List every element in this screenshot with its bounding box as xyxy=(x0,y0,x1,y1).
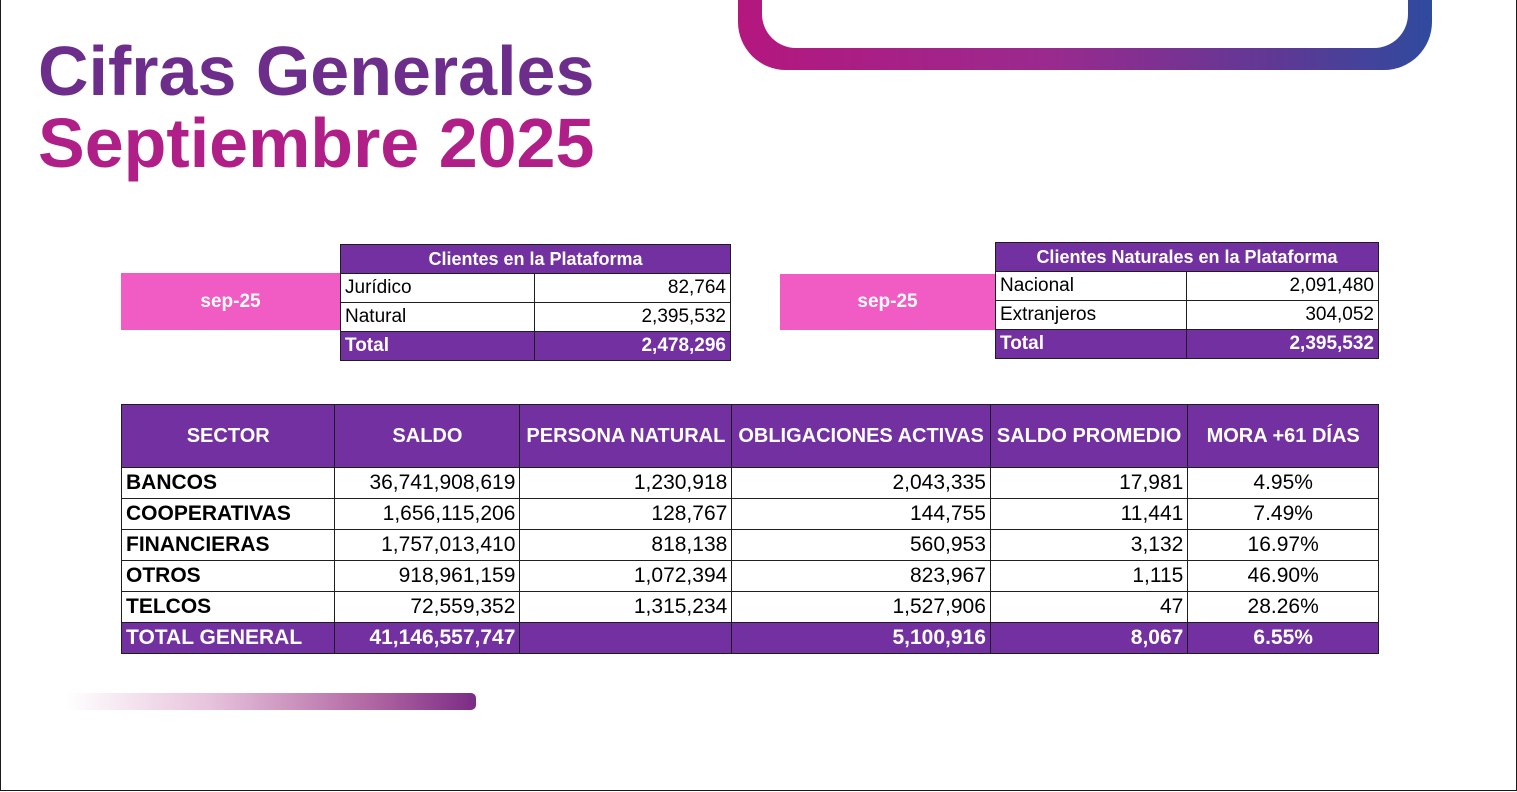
persona-natural-cell: 1,230,918 xyxy=(519,467,733,499)
column-header-saldo: SALDO xyxy=(334,404,521,468)
table-row: COOPERATIVAS 1,656,115,206 128,767 144,7… xyxy=(120,498,1379,530)
saldo-cell: 36,741,908,619 xyxy=(334,467,521,499)
saldo-cell: 72,559,352 xyxy=(334,591,521,623)
column-header-mora: MORA +61 DÍAS xyxy=(1187,404,1379,468)
sector-name: COOPERATIVAS xyxy=(120,498,336,530)
mora-cell: 4.95% xyxy=(1187,467,1379,499)
total-label: Total xyxy=(339,331,536,361)
row-value: 2,395,532 xyxy=(534,302,731,332)
row-label: Extranjeros xyxy=(995,300,1187,330)
period-tag-naturales: sep-25 xyxy=(780,274,995,330)
total-persona-natural xyxy=(519,622,733,654)
saldo-cell: 1,757,013,410 xyxy=(334,529,521,561)
sector-table: SECTOR SALDO PERSONA NATURAL OBLIGACIONE… xyxy=(120,404,1379,654)
row-value: 2,091,480 xyxy=(1185,271,1380,301)
row-value: 82,764 xyxy=(534,273,731,303)
obligaciones-cell: 1,527,906 xyxy=(731,591,991,623)
total-label: Total xyxy=(995,329,1187,359)
table-row: OTROS 918,961,159 1,072,394 823,967 1,11… xyxy=(120,560,1379,592)
mora-cell: 28.26% xyxy=(1187,591,1379,623)
table-row: Natural 2,395,532 xyxy=(339,302,731,332)
persona-natural-cell: 1,315,234 xyxy=(519,591,733,623)
row-label: Nacional xyxy=(995,271,1187,301)
saldo-cell: 918,961,159 xyxy=(334,560,521,592)
sector-name: OTROS xyxy=(120,560,336,592)
mora-cell: 46.90% xyxy=(1187,560,1379,592)
sector-name: TELCOS xyxy=(120,591,336,623)
column-header-saldo-promedio: SALDO PROMEDIO xyxy=(989,404,1189,468)
column-header-persona-natural: PERSONA NATURAL xyxy=(519,404,733,468)
total-label: TOTAL GENERAL xyxy=(120,622,336,654)
period-tag-clientes: sep-25 xyxy=(121,273,340,330)
sector-name: FINANCIERAS xyxy=(120,529,336,561)
persona-natural-cell: 818,138 xyxy=(519,529,733,561)
obligaciones-cell: 144,755 xyxy=(731,498,991,530)
obligaciones-cell: 560,953 xyxy=(731,529,991,561)
persona-natural-cell: 1,072,394 xyxy=(519,560,733,592)
mora-cell: 7.49% xyxy=(1187,498,1379,530)
saldo-cell: 1,656,115,206 xyxy=(334,498,521,530)
obligaciones-cell: 823,967 xyxy=(731,560,991,592)
saldo-promedio-cell: 47 xyxy=(989,591,1189,623)
saldo-promedio-cell: 11,441 xyxy=(989,498,1189,530)
page-subtitle: Septiembre 2025 xyxy=(38,104,595,182)
clientes-naturales-table: Clientes Naturales en la Plataforma Naci… xyxy=(995,242,1380,359)
obligaciones-cell: 2,043,335 xyxy=(731,467,991,499)
clientes-plataforma-table: Clientes en la Plataforma Jurídico 82,76… xyxy=(339,244,731,361)
table-row: TELCOS 72,559,352 1,315,234 1,527,906 47… xyxy=(120,591,1379,623)
saldo-promedio-cell: 3,132 xyxy=(989,529,1189,561)
mora-cell: 16.97% xyxy=(1187,529,1379,561)
table-header: Clientes en la Plataforma xyxy=(340,244,731,274)
table-header: Clientes Naturales en la Plataforma xyxy=(995,242,1379,272)
saldo-promedio-cell: 17,981 xyxy=(989,467,1189,499)
total-obligaciones: 5,100,916 xyxy=(731,622,991,654)
total-row: Total 2,395,532 xyxy=(995,329,1380,359)
table-row: Nacional 2,091,480 xyxy=(995,271,1380,301)
total-saldo-promedio: 8,067 xyxy=(989,622,1189,654)
table-row: Extranjeros 304,052 xyxy=(995,300,1380,330)
column-header-sector: SECTOR xyxy=(120,404,336,468)
saldo-promedio-cell: 1,115 xyxy=(989,560,1189,592)
sector-name: BANCOS xyxy=(120,467,336,499)
total-value: 2,478,296 xyxy=(534,331,731,361)
page-title: Cifras Generales xyxy=(38,32,595,110)
table-row: BANCOS 36,741,908,619 1,230,918 2,043,33… xyxy=(120,467,1379,499)
row-label: Natural xyxy=(339,302,536,332)
total-mora: 6.55% xyxy=(1187,622,1379,654)
sector-table-header-row: SECTOR SALDO PERSONA NATURAL OBLIGACIONE… xyxy=(120,404,1379,468)
total-saldo: 41,146,557,747 xyxy=(334,622,521,654)
table-row: Jurídico 82,764 xyxy=(339,273,731,303)
row-value: 304,052 xyxy=(1185,300,1380,330)
decorative-arc-top-cutout xyxy=(762,0,1408,48)
total-row: TOTAL GENERAL 41,146,557,747 5,100,916 8… xyxy=(120,622,1379,654)
row-label: Jurídico xyxy=(339,273,536,303)
persona-natural-cell: 128,767 xyxy=(519,498,733,530)
total-row: Total 2,478,296 xyxy=(339,331,731,361)
decorative-bar-bottom xyxy=(66,693,476,710)
column-header-obligaciones-activas: OBLIGACIONES ACTIVAS xyxy=(731,404,991,468)
table-row: FINANCIERAS 1,757,013,410 818,138 560,95… xyxy=(120,529,1379,561)
total-value: 2,395,532 xyxy=(1185,329,1380,359)
